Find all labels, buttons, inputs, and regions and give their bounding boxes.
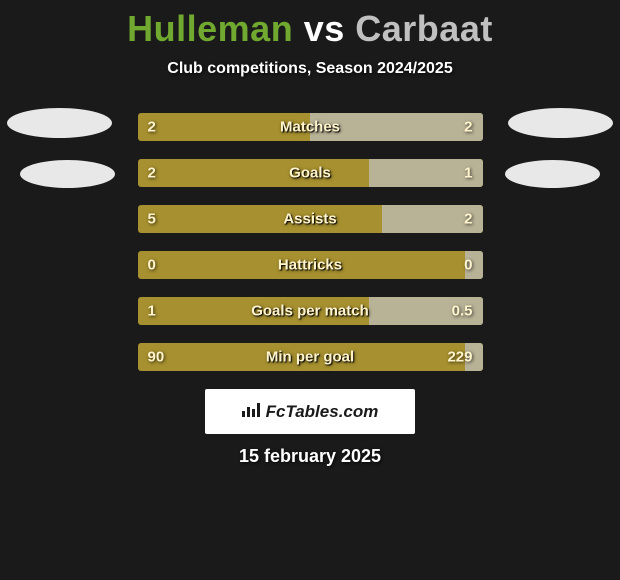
stat-value-right: 1 [464,165,472,182]
chart-icon [242,402,260,422]
stat-label: Matches [280,119,340,136]
subtitle: Club competitions, Season 2024/2025 [0,60,620,78]
stat-value-right: 0 [464,257,472,274]
player1-badge-placeholder [7,108,112,138]
stat-value-left: 0 [148,257,156,274]
stat-value-left: 1 [148,303,156,320]
player2-badge-placeholder-2 [505,160,600,188]
stat-bars: 2 Matches 2 2 Goals 1 5 Assists 2 0 Hattricks 0 1 Goa… [138,113,483,371]
stat-value-left: 2 [148,119,156,136]
stat-bar: 1 Goals per match 0.5 [138,297,483,325]
stat-label: Hattricks [278,257,342,274]
stat-value-right: 0.5 [452,303,473,320]
page-title: Hulleman vs Carbaat [0,8,620,50]
date-text: 15 february 2025 [0,446,620,467]
stat-bar: 5 Assists 2 [138,205,483,233]
attribution-text: FcTables.com [266,402,379,422]
stat-value-left: 5 [148,211,156,228]
player1-badge-placeholder-2 [20,160,115,188]
stat-label: Goals [289,165,331,182]
stat-value-left: 2 [148,165,156,182]
stat-value-right: 2 [464,119,472,136]
stat-value-left: 90 [148,349,165,366]
stats-area: 2 Matches 2 2 Goals 1 5 Assists 2 0 Hattricks 0 1 Goa… [0,113,620,371]
attribution-badge: FcTables.com [205,389,415,434]
player1-name: Hulleman [127,8,293,49]
stat-bar: 0 Hattricks 0 [138,251,483,279]
vs-text: vs [304,8,345,49]
stat-value-right: 229 [447,349,472,366]
stat-label: Goals per match [251,303,369,320]
stat-bar: 2 Matches 2 [138,113,483,141]
player2-name: Carbaat [355,8,493,49]
stat-label: Min per goal [266,349,354,366]
stat-bar: 2 Goals 1 [138,159,483,187]
stat-label: Assists [283,211,336,228]
stat-value-right: 2 [464,211,472,228]
player2-badge-placeholder [508,108,613,138]
stat-bar: 90 Min per goal 229 [138,343,483,371]
